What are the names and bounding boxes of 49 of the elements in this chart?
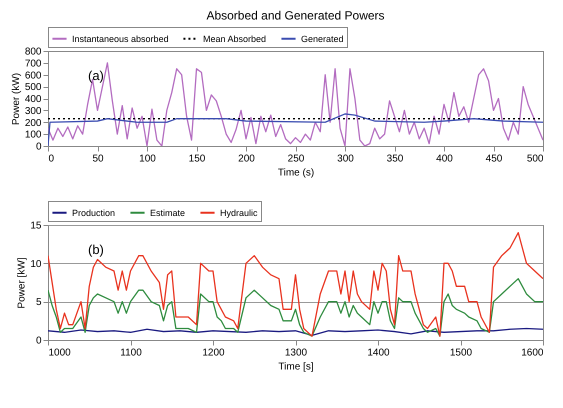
x-tick-label: 1100: [120, 348, 142, 358]
legend-label: Production: [72, 208, 116, 218]
y-axis-title: Power [kW]: [16, 257, 28, 309]
annotation: (a): [88, 68, 104, 83]
line-series: [48, 328, 543, 336]
y-tick-label: 800: [24, 46, 42, 58]
y-tick-label: 100: [24, 130, 42, 141]
x-tick-label: 250: [288, 154, 305, 164]
x-tick-label: 1200: [202, 348, 226, 358]
legend-label: Mean Absorbed: [203, 34, 266, 44]
y-axis-title: Power (kW): [10, 72, 22, 126]
legend-label: Generated: [301, 34, 344, 44]
y-tick-label: 0: [36, 336, 42, 346]
y-tick-label: 0: [36, 142, 42, 152]
line-series: [48, 113, 543, 146]
annotation: (b): [88, 242, 104, 257]
x-tick-label: 100: [139, 154, 156, 164]
x-tick-label: 1000: [48, 348, 72, 358]
line-series: [48, 232, 543, 337]
x-tick-label: 0: [48, 154, 54, 164]
y-tick-label: 700: [24, 58, 42, 70]
x-tick-label: 1600: [521, 348, 544, 358]
x-tick-label: 1400: [367, 348, 390, 358]
x-axis-title: Time [s]: [278, 362, 314, 372]
x-tick-label: 500: [526, 154, 544, 164]
chart-title: Absorbed and Generated Powers: [206, 8, 385, 22]
y-tick-label: 500: [24, 82, 42, 94]
line-series: [48, 62, 543, 146]
line-series: [48, 278, 543, 337]
x-axis-title: Time (s): [278, 168, 314, 178]
y-tick-label: 5: [36, 297, 42, 308]
y-tick-label: 400: [24, 94, 42, 105]
x-tick-label: 400: [436, 154, 454, 164]
y-tick-label: 200: [24, 118, 42, 129]
x-tick-label: 1500: [450, 348, 473, 358]
x-tick-label: 200: [238, 154, 256, 164]
legend-label: Estimate: [150, 208, 186, 218]
x-tick-label: 450: [486, 154, 503, 164]
x-tick-label: 1300: [284, 348, 308, 358]
legend-label: Instantaneous absorbed: [72, 34, 169, 44]
x-tick-label: 50: [92, 154, 104, 164]
y-tick-label: 300: [24, 106, 42, 117]
legend-label: Hydraulic: [220, 208, 258, 218]
x-tick-label: 350: [386, 154, 404, 164]
y-tick-label: 15: [30, 220, 42, 232]
x-tick-label: 150: [188, 154, 206, 164]
y-tick-label: 10: [30, 258, 42, 270]
x-tick-label: 300: [337, 154, 354, 164]
y-tick-label: 600: [24, 70, 42, 82]
